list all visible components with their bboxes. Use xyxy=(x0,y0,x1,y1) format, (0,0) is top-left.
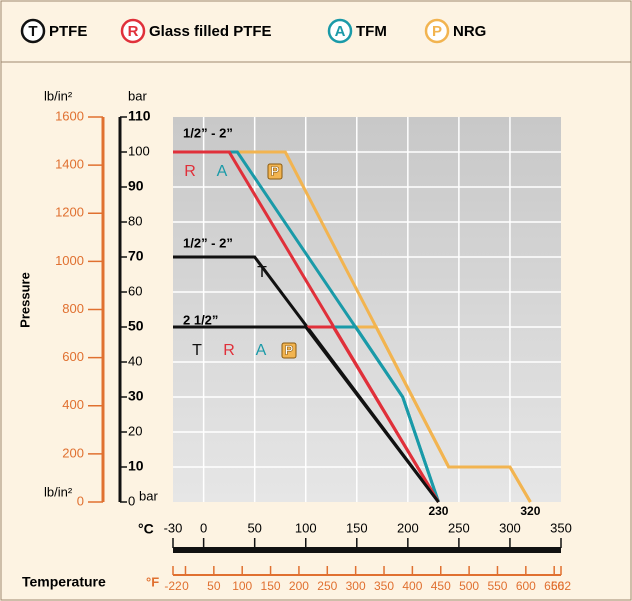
x2-tick-label: 650 xyxy=(544,579,564,593)
x2-tick-label: 350 xyxy=(374,579,394,593)
x2-tick-label: 550 xyxy=(487,579,507,593)
end-label: 230 xyxy=(428,504,448,518)
y2-tick-label: 400 xyxy=(62,397,84,412)
code-badge xyxy=(267,163,283,180)
y2-tick-label: 800 xyxy=(62,301,84,316)
code-label: R xyxy=(184,163,196,180)
x2-tick-label: 250 xyxy=(317,579,337,593)
y2-tick-label: 200 xyxy=(62,445,84,460)
code-label: T xyxy=(192,342,202,359)
legend-code: P xyxy=(432,23,442,40)
legend-code: A xyxy=(335,23,346,40)
code-label: R xyxy=(223,342,235,359)
y2-tick-label: 1000 xyxy=(55,253,84,268)
size-label: 1/2” - 2” xyxy=(183,125,233,140)
code-label: A xyxy=(217,163,228,180)
legend-label: PTFE xyxy=(49,23,87,40)
x-axis xyxy=(173,547,561,553)
x-tick-label: 200 xyxy=(397,520,419,535)
y2-unit-bottom: lb/in² xyxy=(44,484,73,499)
code-labels: R A P T T R A P xyxy=(184,163,297,359)
x2-tick-label: 500 xyxy=(459,579,479,593)
x-unit: °C xyxy=(138,521,154,537)
lines xyxy=(173,150,532,503)
y-tick-label: 80 xyxy=(128,213,142,228)
y-unit-bottom: bar xyxy=(139,488,158,503)
legend-badge xyxy=(327,18,353,44)
y-axis-label: Pressure xyxy=(17,272,32,328)
y-tick-label: 90 xyxy=(128,178,144,194)
x2-tick-label: 662 xyxy=(551,579,571,593)
x2-tick-label: 400 xyxy=(402,579,422,593)
x2-tick-label: 600 xyxy=(516,579,536,593)
y-tick-label: 70 xyxy=(128,248,144,264)
x2-unit: °F xyxy=(146,574,159,589)
end-label: 320 xyxy=(520,504,540,518)
legend-badge xyxy=(424,18,450,44)
y-tick-label: 20 xyxy=(128,423,142,438)
legend-code: T xyxy=(28,23,37,40)
size-label: 2 1/2” xyxy=(183,312,218,327)
y-tick-label: 40 xyxy=(128,353,142,368)
x-axis-label: Temperature xyxy=(22,574,106,590)
axes: 0 10 20 30 40 50 60 70 80 90 100 110 0 200 400 600 800 10… xyxy=(55,108,572,593)
code-label: P xyxy=(285,342,294,357)
y-tick-label: 50 xyxy=(128,318,144,334)
x2-tick-label: 300 xyxy=(346,579,366,593)
x2-tick-label: 200 xyxy=(289,579,309,593)
code-label: P xyxy=(271,163,280,178)
x2-tick-label: 100 xyxy=(232,579,252,593)
legend-code: R xyxy=(128,23,139,40)
y-tick-label: 100 xyxy=(128,143,150,158)
grid xyxy=(173,117,561,502)
legend-label: TFM xyxy=(356,23,387,40)
legend-badge xyxy=(20,18,46,44)
y-tick-label: 10 xyxy=(128,458,144,474)
y2-tick-label: 0 xyxy=(77,493,84,508)
y2-tick-label: 1200 xyxy=(55,205,84,220)
x-tick-label: 150 xyxy=(346,520,368,535)
series-line xyxy=(173,325,440,503)
x2-tick-label: 150 xyxy=(261,579,281,593)
legend-label: NRG xyxy=(453,23,486,40)
x-tick-label: 100 xyxy=(295,520,317,535)
code-badge xyxy=(281,342,297,359)
x-tick-label: 50 xyxy=(247,520,261,535)
legend-badge xyxy=(120,18,146,44)
y-tick-label: 60 xyxy=(128,283,142,298)
y-tick-label: 0 xyxy=(128,493,135,508)
x-tick-label: 0 xyxy=(200,520,207,535)
code-label: A xyxy=(256,342,267,359)
y-tick-label: 30 xyxy=(128,388,144,404)
legend-label: Glass filled PTFE xyxy=(149,23,272,40)
x2-tick-label: -22 xyxy=(164,579,182,593)
size-label: 1/2” - 2” xyxy=(183,235,233,250)
y2-tick-label: 1600 xyxy=(55,108,84,123)
x-tick-label: -30 xyxy=(164,520,183,535)
x-tick-label: 250 xyxy=(448,520,470,535)
y2-tick-label: 600 xyxy=(62,349,84,364)
x-tick-label: 350 xyxy=(550,520,572,535)
y-unit-top: bar xyxy=(128,88,147,103)
legend: T PTFE R Glass filled PTFE A TFM P NRG xyxy=(20,18,486,44)
code-label: T xyxy=(257,264,267,281)
x2-tick-label: 0 xyxy=(182,579,189,593)
x2-tick-label: 50 xyxy=(207,579,221,593)
y2-tick-label: 1400 xyxy=(55,157,84,172)
y-tick-label: 110 xyxy=(128,108,151,124)
y2-unit-top: lb/in² xyxy=(44,88,73,103)
x2-tick-label: 450 xyxy=(431,579,451,593)
x-tick-label: 300 xyxy=(499,520,521,535)
